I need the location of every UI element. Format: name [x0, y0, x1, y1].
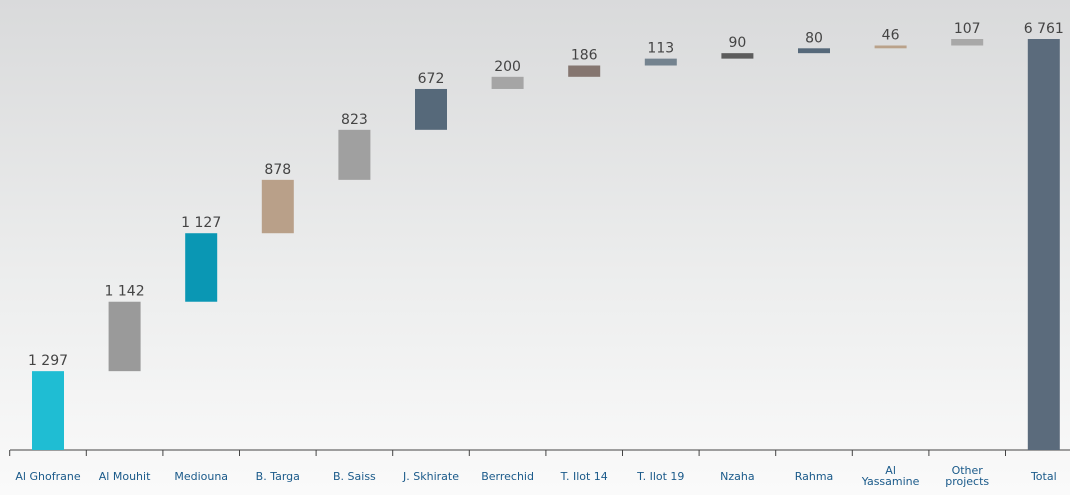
x-tick-label: J. Skhirate [402, 470, 459, 483]
bar [798, 48, 830, 54]
value-label: 113 [647, 41, 674, 57]
value-label: 672 [418, 71, 445, 87]
bar [568, 65, 601, 77]
bar [185, 233, 218, 302]
bar [108, 301, 141, 372]
x-tick-label: T. Ilot 19 [636, 470, 684, 483]
x-tick-label: T. Ilot 14 [560, 470, 608, 483]
value-label: 90 [728, 35, 746, 51]
bar [1027, 39, 1060, 450]
label-line: Al [885, 464, 896, 477]
bar [491, 76, 524, 89]
value-label: 80 [805, 30, 823, 46]
value-label: 1 142 [105, 284, 145, 300]
value-label: 107 [954, 21, 981, 37]
value-label: 1 297 [28, 353, 68, 369]
value-label: 46 [882, 28, 900, 44]
x-tick-label: Nzaha [720, 470, 754, 483]
value-label: 878 [264, 162, 291, 178]
x-tick-label: Other projects [945, 464, 989, 488]
value-label: 200 [494, 59, 521, 75]
label-line: Other [952, 464, 984, 477]
x-tick-label: Al Ghofrane [15, 470, 80, 483]
bar [644, 58, 677, 66]
value-label: 6 761 [1024, 21, 1064, 37]
x-tick-label: Al Yassamine [861, 464, 920, 488]
value-label: 1 127 [181, 215, 221, 231]
x-tick-label: Al Mouhit [99, 470, 151, 483]
bar [261, 179, 294, 234]
value-label: 823 [341, 112, 368, 128]
x-tick-label: Rahma [795, 470, 834, 483]
bar [338, 129, 371, 180]
x-tick-label: B. Targa [256, 470, 300, 483]
bar [415, 88, 447, 130]
bar [32, 371, 64, 450]
x-tick-label: B. Saiss [333, 470, 376, 483]
value-label: 186 [571, 48, 598, 64]
x-tick-label: Total [1030, 470, 1057, 483]
x-tick-label: Mediouna [174, 470, 228, 483]
x-tick-label: Berrechid [481, 470, 534, 483]
bar [951, 39, 984, 46]
bar [874, 45, 907, 49]
label-line: projects [945, 475, 989, 488]
bar [721, 53, 754, 59]
label-line: Yassamine [861, 475, 920, 488]
